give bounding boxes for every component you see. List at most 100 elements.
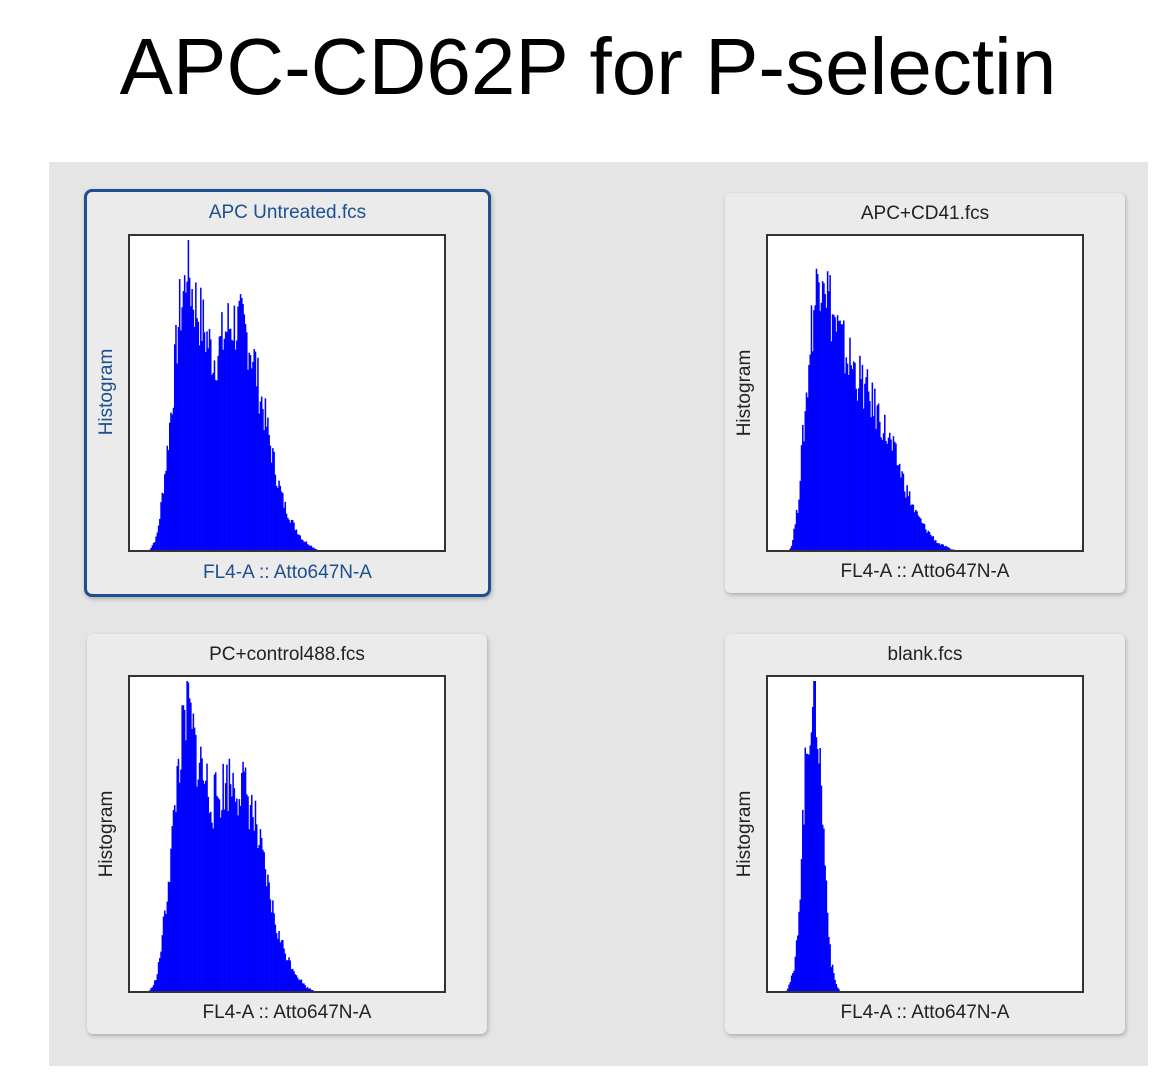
histogram-bar	[824, 294, 826, 552]
histogram-bar	[309, 988, 311, 993]
histogram-bar	[236, 340, 238, 552]
histogram-bar	[233, 788, 236, 993]
histogram-bar	[941, 543, 943, 552]
histogram-bar	[917, 515, 920, 552]
histogram-bar	[278, 931, 280, 993]
histogram-bar	[299, 979, 301, 993]
histogram-bar	[198, 762, 201, 993]
histogram-bar	[800, 859, 803, 993]
histogram-bar	[298, 979, 300, 993]
histogram-bar	[190, 306, 192, 552]
plot-frame	[766, 234, 1084, 552]
histogram-bar	[907, 496, 910, 552]
histogram-bar	[228, 758, 231, 993]
histogram-bar	[830, 341, 833, 552]
histogram-bar	[270, 462, 273, 552]
histogram-bar	[893, 441, 896, 552]
histogram-bar	[813, 681, 815, 993]
histogram-bar	[809, 354, 812, 552]
histogram-bar	[830, 966, 833, 993]
histogram-bar	[227, 810, 229, 993]
histogram-bar	[229, 784, 232, 993]
histogram-bar	[804, 411, 807, 552]
histogram-bar	[172, 810, 175, 993]
histogram-bar	[183, 275, 186, 552]
histogram-bar	[797, 513, 799, 552]
histogram-bar	[905, 497, 907, 552]
histogram-panel-apc-cd41[interactable]: APC+CD41.fcs Histogram FL4-A :: Atto647N…	[725, 193, 1125, 593]
histogram-bar	[849, 337, 851, 552]
histogram-bar	[804, 747, 807, 993]
histogram-bar	[277, 938, 279, 993]
histogram-bar	[813, 310, 815, 552]
histogram-bar	[232, 772, 234, 993]
histogram-bar	[243, 771, 246, 993]
histogram-bar	[159, 518, 161, 552]
histogram-bar	[790, 975, 793, 993]
histogram-bar	[808, 754, 810, 993]
histogram-bar	[177, 326, 180, 552]
histogram-bar	[293, 522, 295, 552]
histogram-bar	[866, 369, 869, 552]
histogram-bar	[273, 913, 275, 993]
histogram-bar	[264, 869, 267, 993]
histogram-bar	[243, 314, 246, 552]
histogram-bar	[274, 924, 277, 993]
histogram-bar	[903, 491, 906, 552]
histogram-bar	[915, 510, 917, 552]
histogram-bar	[284, 501, 287, 552]
histogram-bar	[181, 307, 183, 552]
histogram-bar	[838, 321, 840, 552]
histogram-bar	[203, 783, 206, 993]
histogram-bar	[814, 681, 816, 993]
histogram-bar	[845, 357, 848, 552]
histogram-bar	[160, 502, 162, 552]
histogram-bar	[213, 360, 216, 552]
histogram-bar	[920, 518, 922, 552]
histogram-bar	[296, 977, 299, 993]
histogram-bar	[176, 766, 178, 993]
histogram-bar	[265, 426, 268, 552]
histogram-bar	[173, 344, 176, 552]
histogram-bar	[805, 753, 808, 993]
histogram-bar	[806, 397, 809, 552]
histogram-bar	[252, 817, 254, 993]
histogram-bar	[825, 307, 828, 552]
panel-title: PC+control488.fcs	[209, 644, 365, 665]
histogram-bar	[815, 737, 818, 993]
histogram-bar	[170, 848, 172, 993]
histogram-bar	[794, 524, 797, 552]
histogram-bar	[195, 734, 197, 993]
histogram-bar	[159, 957, 161, 993]
histogram-bar	[923, 523, 926, 552]
histogram-bar	[811, 351, 814, 552]
histogram-bar	[239, 805, 242, 993]
histogram-bar	[275, 933, 278, 993]
histogram-bar	[280, 491, 283, 552]
histogram-bar	[289, 522, 292, 552]
histogram-bar	[193, 326, 196, 552]
y-axis-label: Histogram	[734, 349, 755, 437]
histogram-bar	[222, 763, 224, 993]
histogram-bar	[300, 539, 303, 552]
histogram-bar	[216, 795, 218, 993]
histogram-bar	[284, 953, 287, 993]
histogram-bar	[821, 281, 824, 552]
histogram-panel-pc-control488[interactable]: PC+control488.fcs Histogram FL4-A :: Att…	[87, 634, 487, 1034]
histogram-bar	[293, 971, 295, 993]
histogram-bar	[913, 512, 916, 552]
histogram-bar	[226, 764, 228, 993]
histogram-bar	[252, 361, 254, 552]
plot-frame	[128, 234, 446, 552]
histogram-bar	[311, 547, 314, 552]
histogram-bar	[283, 507, 285, 552]
histogram-bar	[826, 271, 829, 552]
histogram-panel-apc-untreated[interactable]: APC Untreated.fcs Histogram FL4-A :: Att…	[84, 189, 491, 597]
histogram-bar	[936, 542, 938, 552]
histogram-bar	[196, 318, 198, 552]
histogram-panel-blank[interactable]: blank.fcs Histogram FL4-A :: Atto647N-A	[725, 634, 1125, 1034]
histogram-bar	[824, 865, 826, 993]
histogram-bar	[891, 450, 893, 552]
histogram-bar	[180, 330, 182, 552]
histogram-bar	[218, 336, 221, 552]
